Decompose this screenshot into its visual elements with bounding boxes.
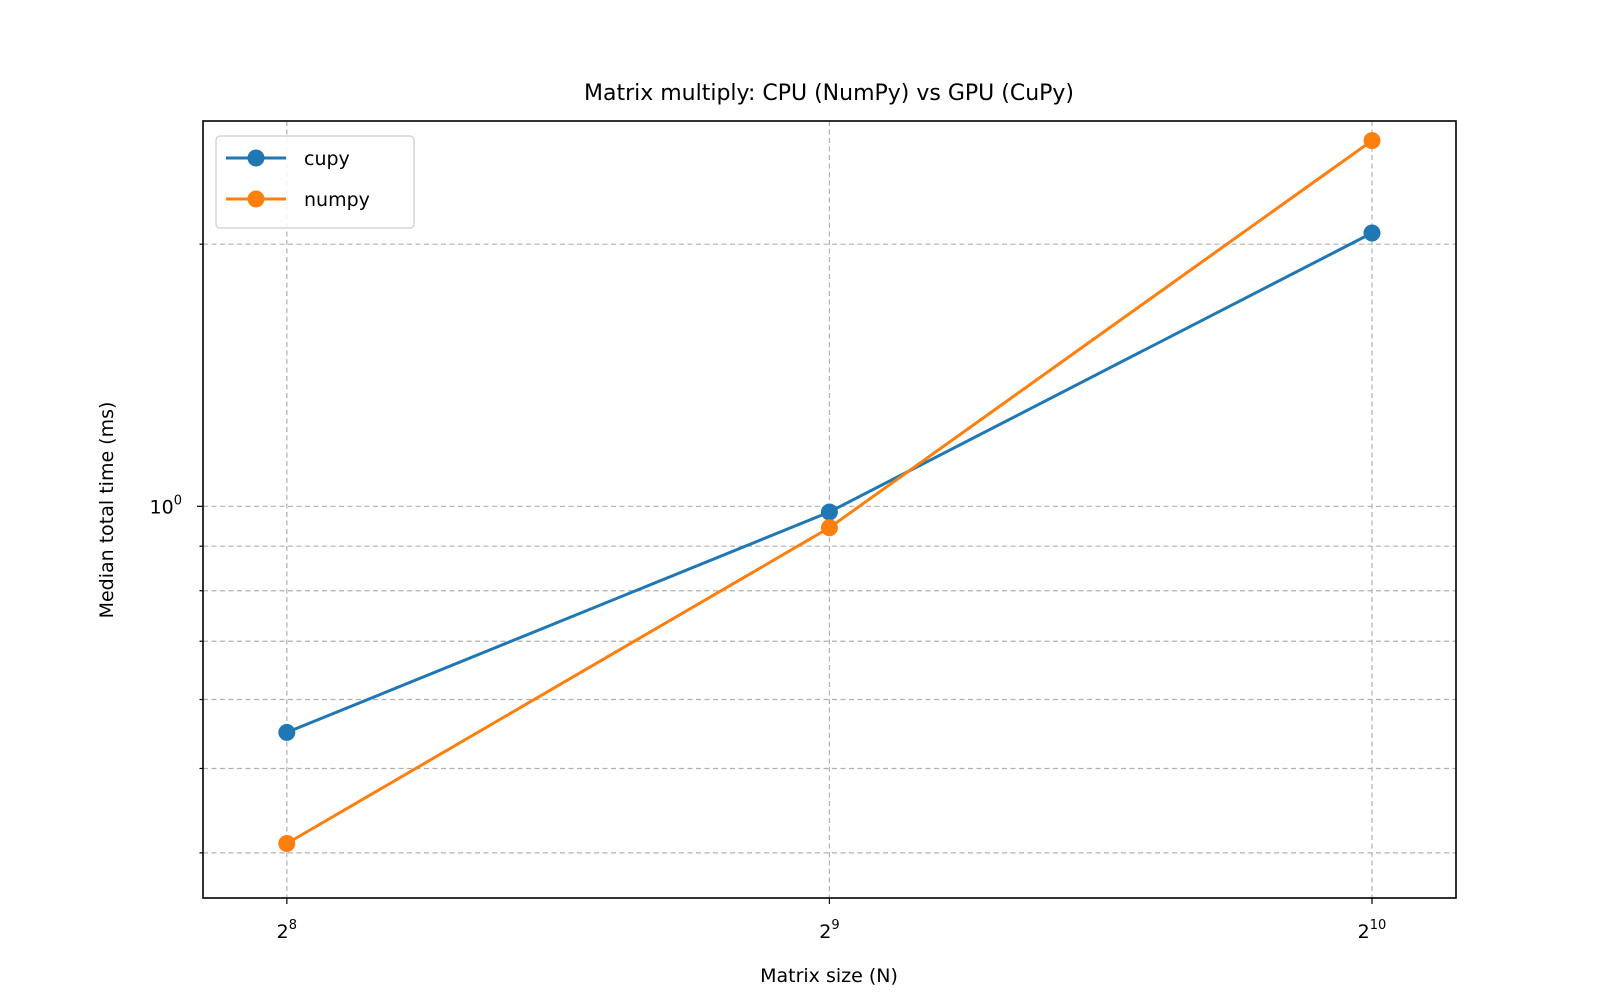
x-tick-label: 28 [277,918,297,943]
x-axis-label: Matrix size (N) [760,965,898,987]
data-point-numpy [820,519,838,537]
data-point-numpy [1363,132,1381,150]
grid-lines [203,121,1456,898]
legend-marker-numpy [247,190,265,208]
x-tick-label: 29 [819,918,839,943]
legend-label-numpy: numpy [304,189,370,211]
legend-label-cupy: cupy [304,148,350,170]
y-axis-label: Median total time (ms) [96,402,118,619]
data-point-cupy [820,503,838,521]
legend-marker-cupy [247,149,265,167]
data-point-numpy [278,835,296,853]
x-tick-label: 210 [1358,918,1387,943]
axis-ticks: 28 29 210 100 [150,243,1387,943]
chart-title: Matrix multiply: CPU (NumPy) vs GPU (CuP… [584,81,1074,106]
legend: cupy numpy [215,135,415,229]
series-layer [278,132,1381,853]
data-point-cupy [1363,224,1381,242]
data-point-cupy [278,723,296,741]
y-tick-label: 100 [150,493,182,518]
